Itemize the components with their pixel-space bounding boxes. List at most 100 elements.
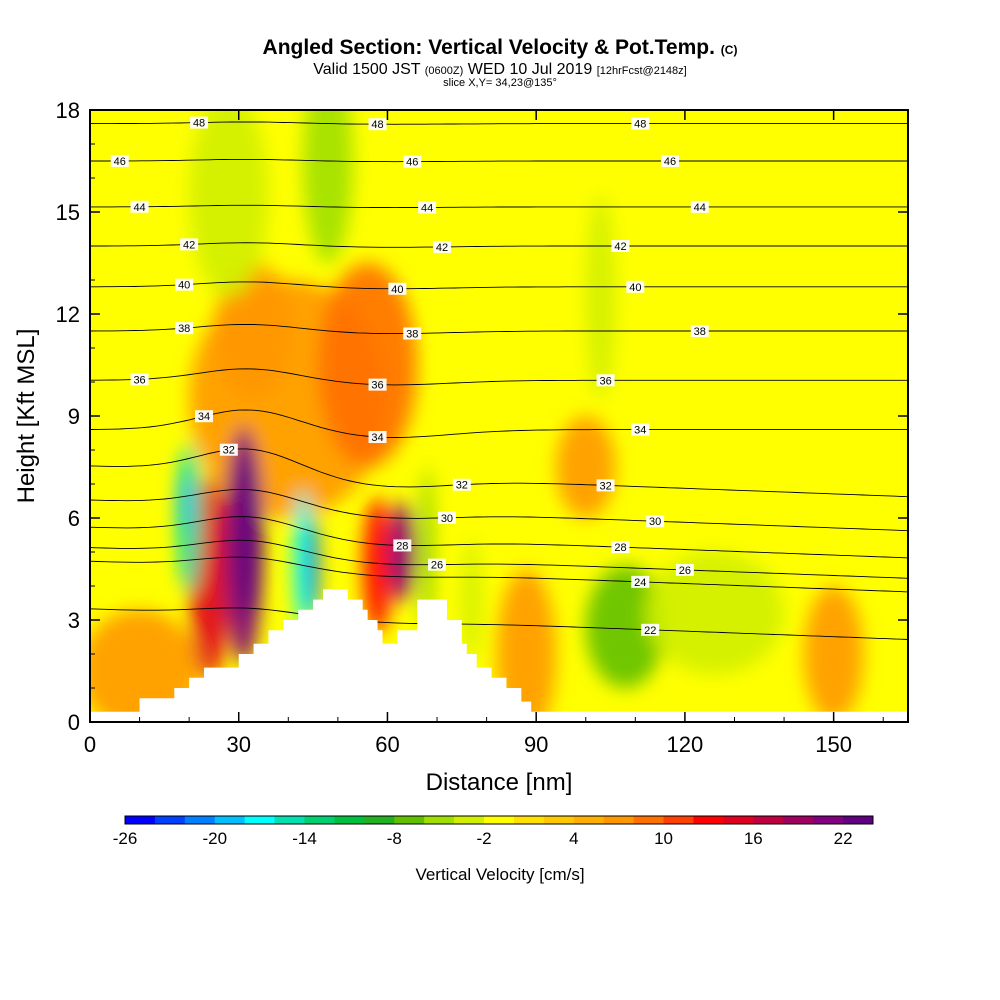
velocity-cell <box>556 416 616 518</box>
colorbar-swatch <box>244 816 276 824</box>
contour-label-text: 48 <box>634 119 646 131</box>
velocity-cell <box>496 569 557 722</box>
theta-contour-line <box>90 607 908 640</box>
contour-label-text: 40 <box>178 280 190 292</box>
contour-label-text: 30 <box>649 516 661 528</box>
contour-label: 30 <box>437 511 456 525</box>
x-tick-label: 30 <box>226 732 250 757</box>
contour-label-text: 38 <box>406 328 418 340</box>
theta-contour-line <box>90 556 908 593</box>
colorbar: -26 -20 -14 -8 -2 4 10 16 22 <box>113 815 874 848</box>
colorbar-swatch <box>394 816 425 824</box>
contour-label: 34 <box>368 431 387 444</box>
contour-label: 42 <box>180 238 199 251</box>
contour-label: 32 <box>219 443 238 457</box>
contour-label-text: 48 <box>371 119 383 131</box>
y-tick-label: 6 <box>68 506 80 531</box>
theta-contour-line <box>90 368 908 386</box>
colorbar-swatch <box>693 816 724 824</box>
contour-label: 38 <box>690 325 709 338</box>
contour-label-text: 26 <box>679 565 691 577</box>
velocity-cell <box>90 609 200 722</box>
velocity-cell <box>293 490 314 627</box>
contour-label: 46 <box>110 154 129 168</box>
contour-label-text: 28 <box>614 542 626 554</box>
contour-label-text: 44 <box>421 202 433 214</box>
contour-label-text: 38 <box>694 326 706 338</box>
contour-label-text: 34 <box>634 425 646 437</box>
theta-contour-line <box>90 323 908 335</box>
contour-label-text: 30 <box>441 513 453 525</box>
colorbar-label: Vertical Velocity [cm/s] <box>415 865 584 884</box>
velocity-cell <box>645 552 785 675</box>
colorbar-tick-label: 10 <box>654 829 673 848</box>
colorbar-swatch <box>154 816 186 824</box>
contour-label: 44 <box>130 200 149 214</box>
colorbar-swatch <box>334 816 365 824</box>
contour-label-text: 36 <box>371 380 383 392</box>
colorbar-swatch <box>603 816 635 824</box>
contour-label: 38 <box>175 322 194 335</box>
contour-label-text: 26 <box>431 560 443 572</box>
theta-contour-line <box>90 121 908 125</box>
velocity-cell <box>178 473 191 529</box>
colorbar-swatch <box>214 816 246 824</box>
contour-label: 48 <box>190 116 209 130</box>
contour-label-text: 42 <box>614 241 626 253</box>
contour-label: 40 <box>388 282 407 296</box>
contour-label-text: 32 <box>599 480 611 492</box>
velocity-cell <box>437 127 477 399</box>
theta-contour-line <box>90 409 908 438</box>
contour-label: 32 <box>596 479 615 492</box>
colorbar-swatch <box>573 816 605 824</box>
contour-label-text: 36 <box>599 375 611 387</box>
colorbar-swatch <box>783 816 814 824</box>
contour-label: 32 <box>452 478 471 492</box>
contour-label-text: 38 <box>178 323 190 335</box>
velocity-cell <box>303 110 353 263</box>
theta-contour-line <box>90 488 908 532</box>
contour-label: 44 <box>418 201 437 214</box>
terrain-mask <box>90 589 908 722</box>
theta-contour-line <box>90 242 908 248</box>
contour-label-text: 42 <box>436 242 448 254</box>
velocity-cell <box>318 263 418 467</box>
contour-label-text: 28 <box>396 540 408 552</box>
contour-label-text: 36 <box>133 374 145 386</box>
contour-label-text: 48 <box>193 118 205 130</box>
contour-label-text: 42 <box>183 239 195 251</box>
colorbar-swatch <box>633 816 665 824</box>
velocity-cell <box>585 565 666 688</box>
slice-label: slice X,Y= 34,23@135° <box>443 77 557 89</box>
colorbar-tick-label: 16 <box>744 829 763 848</box>
x-tick-label: 150 <box>815 732 852 757</box>
contour-label-text: 46 <box>406 157 418 169</box>
colorbar-tick-label: -14 <box>292 829 317 848</box>
contour-label: 36 <box>368 378 387 392</box>
velocity-cell <box>237 446 260 617</box>
y-tick-label: 12 <box>56 302 80 327</box>
y-tick-label: 0 <box>68 710 80 735</box>
colorbar-swatch <box>125 816 156 824</box>
x-axis: 0 30 60 90 120 150 <box>84 110 884 757</box>
x-tick-label: 90 <box>524 732 548 757</box>
contour-label-text: 32 <box>223 445 235 457</box>
contour-label-text: 34 <box>198 411 210 423</box>
theta-contour-line <box>90 158 908 163</box>
velocity-cell <box>585 195 616 399</box>
colorbar-frame <box>124 815 874 825</box>
contour-label: 34 <box>195 410 214 423</box>
contour-label: 36 <box>596 374 615 387</box>
y-tick-label: 9 <box>68 404 80 429</box>
x-tick-label: 120 <box>667 732 704 757</box>
contour-label: 46 <box>403 155 422 169</box>
contour-label: 26 <box>675 563 694 577</box>
theta-contour-line <box>90 516 908 559</box>
y-tick-label: 3 <box>68 608 80 633</box>
velocity-cell <box>362 497 393 634</box>
colorbar-tick-label: -26 <box>113 829 138 848</box>
y-tick-label: 18 <box>56 98 80 123</box>
colorbar-tick-label: 22 <box>834 829 853 848</box>
contour-label: 42 <box>432 240 451 254</box>
